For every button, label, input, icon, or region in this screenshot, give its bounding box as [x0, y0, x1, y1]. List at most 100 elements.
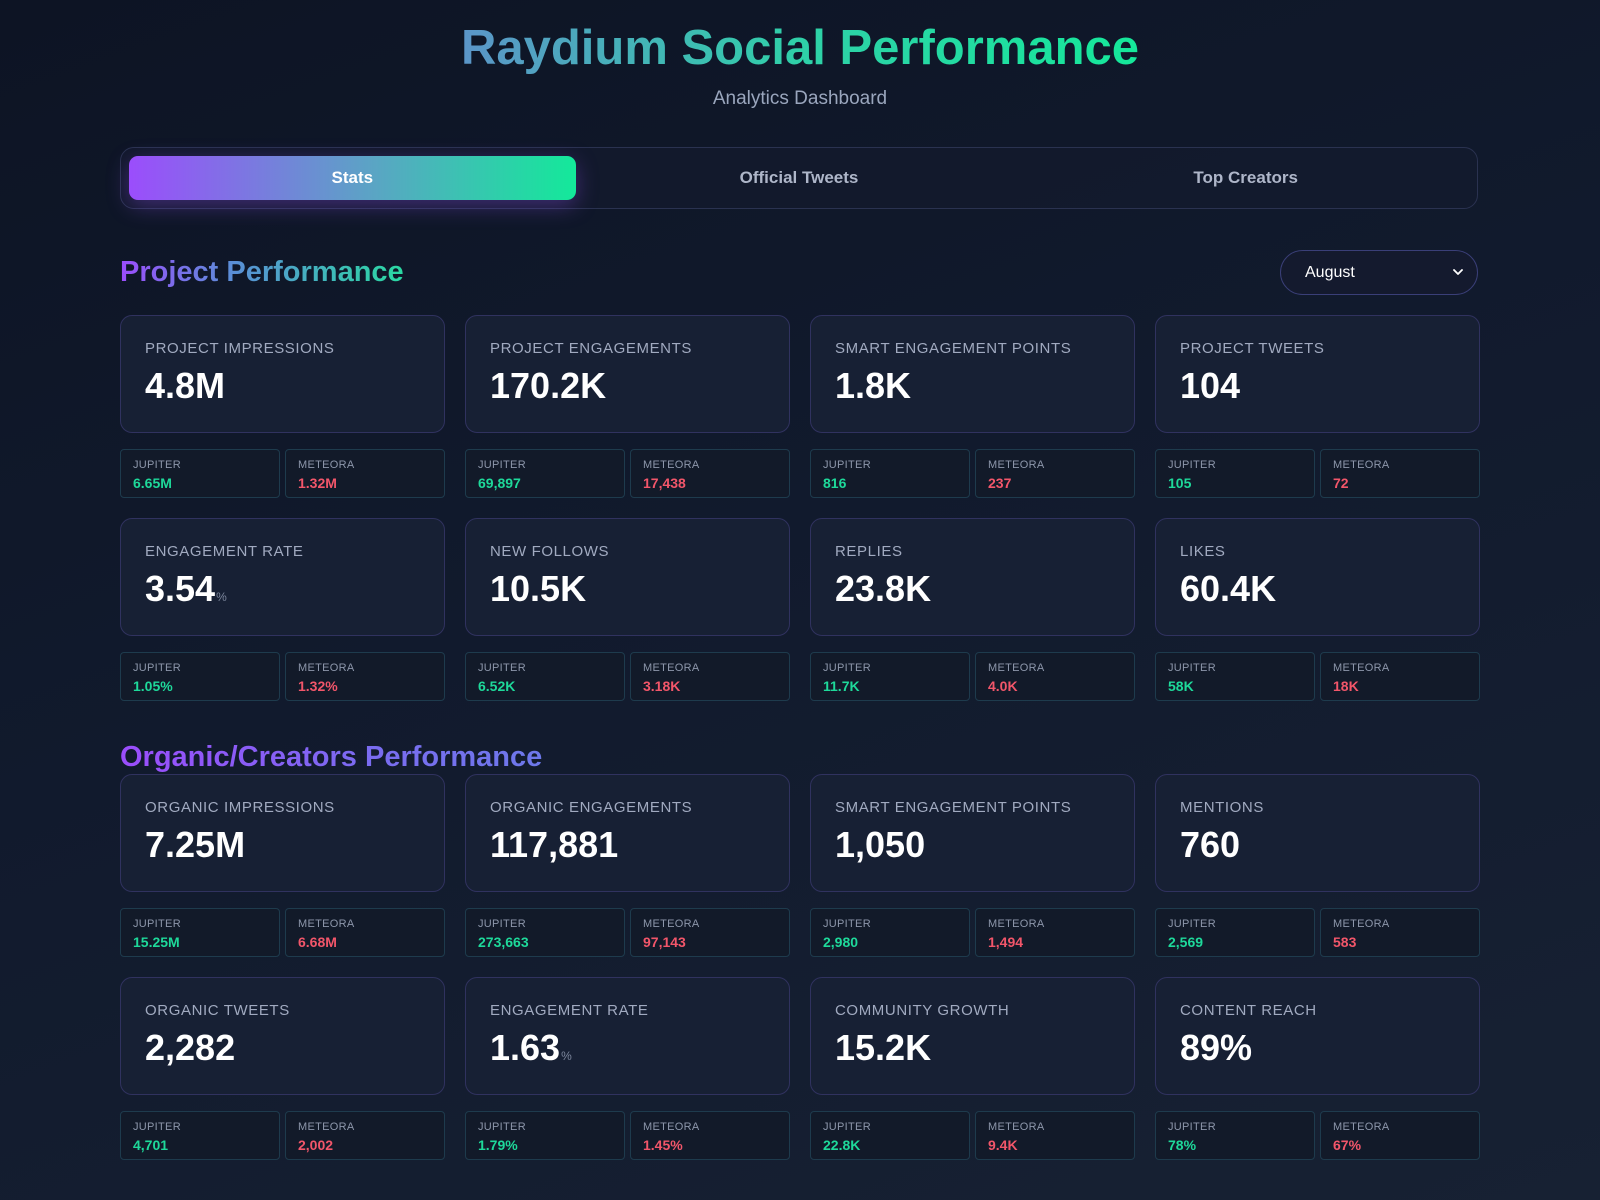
- metric-card-smart-engagement-points: SMART ENGAGEMENT POINTS 1.8K: [810, 315, 1135, 433]
- comparison-label: JUPITER: [133, 918, 181, 930]
- page-title: Raydium Social Performance: [460, 21, 1140, 75]
- metric-label: SMART ENGAGEMENT POINTS: [835, 799, 1072, 816]
- metric-value: 104: [1180, 365, 1241, 406]
- comparison-jupiter-organic-impressions: JUPITER 15.25M: [120, 908, 280, 957]
- metric-label: ORGANIC ENGAGEMENTS: [490, 799, 693, 816]
- comparison-value: 17,438: [643, 475, 686, 491]
- comparison-label: JUPITER: [478, 662, 526, 674]
- comparison-meteora-organic-engagements: METEORA 97,143: [630, 908, 790, 957]
- comparison-meteora-new-follows: METEORA 3.18K: [630, 652, 790, 701]
- metric-card-organic-impressions: ORGANIC IMPRESSIONS 7.25M: [120, 774, 445, 892]
- metric-value-row: 1.8K: [835, 366, 1134, 406]
- comparison-value: 816: [823, 475, 847, 491]
- comparison-value: 9.4K: [988, 1137, 1018, 1153]
- comparison-value: 67%: [1333, 1137, 1362, 1153]
- comparison-value: 273,663: [478, 934, 529, 950]
- tab-official-tweets[interactable]: Official Tweets: [739, 168, 859, 187]
- comparison-meteora-likes: METEORA 18K: [1320, 652, 1480, 701]
- comparison-value: 11.7K: [823, 678, 860, 694]
- comparison-label: JUPITER: [133, 459, 181, 471]
- comparison-label: METEORA: [1333, 459, 1390, 471]
- comparison-value: 1,494: [988, 934, 1024, 950]
- metric-card-new-follows: NEW FOLLOWS 10.5K: [465, 518, 790, 636]
- metric-card-mentions: MENTIONS 760: [1155, 774, 1480, 892]
- metric-value-row: 1,050: [835, 825, 1134, 865]
- comparison-jupiter-smart-engagement-points: JUPITER 816: [810, 449, 970, 498]
- metric-value-row: 89%: [1180, 1028, 1479, 1068]
- comparison-label: METEORA: [1333, 918, 1390, 930]
- comparison-value: 1.45%: [643, 1137, 683, 1153]
- comparison-jupiter-organic-engagements: JUPITER 273,663: [465, 908, 625, 957]
- comparison-value: 15.25M: [133, 934, 180, 950]
- comparison-value: 22.8K: [823, 1137, 861, 1153]
- comparison-value: 6.65M: [133, 475, 172, 491]
- comparison-label: JUPITER: [1168, 918, 1216, 930]
- comparison-value: 4.0K: [988, 678, 1018, 694]
- comparison-meteora-smart-engagement-points: METEORA 1,494: [975, 908, 1135, 957]
- month-select[interactable]: August: [1280, 250, 1478, 295]
- metric-value: 10.5K: [490, 568, 587, 609]
- metric-value: 15.2K: [835, 1027, 932, 1068]
- comparison-jupiter-mentions: JUPITER 2,569: [1155, 908, 1315, 957]
- comparison-value: 4,701: [133, 1137, 169, 1153]
- page-subtitle: Analytics Dashboard: [712, 88, 888, 109]
- comparison-label: METEORA: [643, 662, 700, 674]
- comparison-value: 72: [1333, 475, 1349, 491]
- metric-value-row: 7.25M: [145, 825, 444, 865]
- metric-value-row: 10.5K: [490, 569, 789, 609]
- comparison-value: 2,980: [823, 934, 859, 950]
- metric-card-organic-engagements: ORGANIC ENGAGEMENTS 117,881: [465, 774, 790, 892]
- metric-value: 4.8M: [145, 365, 226, 406]
- metric-card-replies: REPLIES 23.8K: [810, 518, 1135, 636]
- comparison-value: 18K: [1333, 678, 1359, 694]
- comparison-meteora-mentions: METEORA 583: [1320, 908, 1480, 957]
- comparison-value: 69,897: [478, 475, 521, 491]
- comparison-jupiter-project-impressions: JUPITER 6.65M: [120, 449, 280, 498]
- comparison-label: JUPITER: [823, 662, 871, 674]
- comparison-label: METEORA: [1333, 662, 1390, 674]
- comparison-meteora-content-reach: METEORA 67%: [1320, 1111, 1480, 1160]
- comparison-value: 1.79%: [478, 1137, 518, 1153]
- comparison-value: 3.18K: [643, 678, 681, 694]
- metric-label: MENTIONS: [1180, 799, 1264, 816]
- tab-stats[interactable]: Stats: [129, 156, 576, 200]
- comparison-label: METEORA: [643, 1121, 700, 1133]
- comparison-meteora-project-tweets: METEORA 72: [1320, 449, 1480, 498]
- tab-top-creators[interactable]: Top Creators: [1193, 168, 1298, 187]
- comparison-meteora-smart-engagement-points: METEORA 237: [975, 449, 1135, 498]
- metric-label: REPLIES: [835, 543, 903, 560]
- page-header: Raydium Social Performance Analytics Das…: [0, 0, 1600, 110]
- comparison-meteora-organic-tweets: METEORA 2,002: [285, 1111, 445, 1160]
- comparison-value: 6.68M: [298, 934, 337, 950]
- metric-value-row: 2,282: [145, 1028, 444, 1068]
- comparison-meteora-organic-impressions: METEORA 6.68M: [285, 908, 445, 957]
- comparison-jupiter-project-engagements: JUPITER 69,897: [465, 449, 625, 498]
- comparison-jupiter-organic-tweets: JUPITER 4,701: [120, 1111, 280, 1160]
- comparison-label: JUPITER: [133, 662, 181, 674]
- metric-card-community-growth: COMMUNITY GROWTH 15.2K: [810, 977, 1135, 1095]
- metric-label: PROJECT IMPRESSIONS: [145, 340, 335, 357]
- metric-value-row: 4.8M: [145, 366, 444, 406]
- metric-value: 89%: [1180, 1027, 1253, 1068]
- metric-value-row: 60.4K: [1180, 569, 1479, 609]
- comparison-value: 78%: [1168, 1137, 1197, 1153]
- comparison-value: 58K: [1168, 678, 1194, 694]
- metric-unit: %: [216, 590, 227, 604]
- metric-label: ENGAGEMENT RATE: [490, 1002, 649, 1019]
- comparison-label: JUPITER: [823, 1121, 871, 1133]
- metric-label: ENGAGEMENT RATE: [145, 543, 304, 560]
- comparison-meteora-replies: METEORA 4.0K: [975, 652, 1135, 701]
- comparison-label: METEORA: [643, 918, 700, 930]
- metric-label: SMART ENGAGEMENT POINTS: [835, 340, 1072, 357]
- comparison-jupiter-content-reach: JUPITER 78%: [1155, 1111, 1315, 1160]
- metric-value-row: 15.2K: [835, 1028, 1134, 1068]
- metric-value: 60.4K: [1180, 568, 1277, 609]
- metric-value: 170.2K: [490, 365, 607, 406]
- comparison-label: JUPITER: [1168, 1121, 1216, 1133]
- comparison-label: JUPITER: [823, 459, 871, 471]
- metric-label: CONTENT REACH: [1180, 1002, 1317, 1019]
- comparison-value: 2,002: [298, 1137, 334, 1153]
- comparison-label: METEORA: [298, 918, 355, 930]
- comparison-label: METEORA: [643, 459, 700, 471]
- comparison-jupiter-engagement-rate: JUPITER 1.79%: [465, 1111, 625, 1160]
